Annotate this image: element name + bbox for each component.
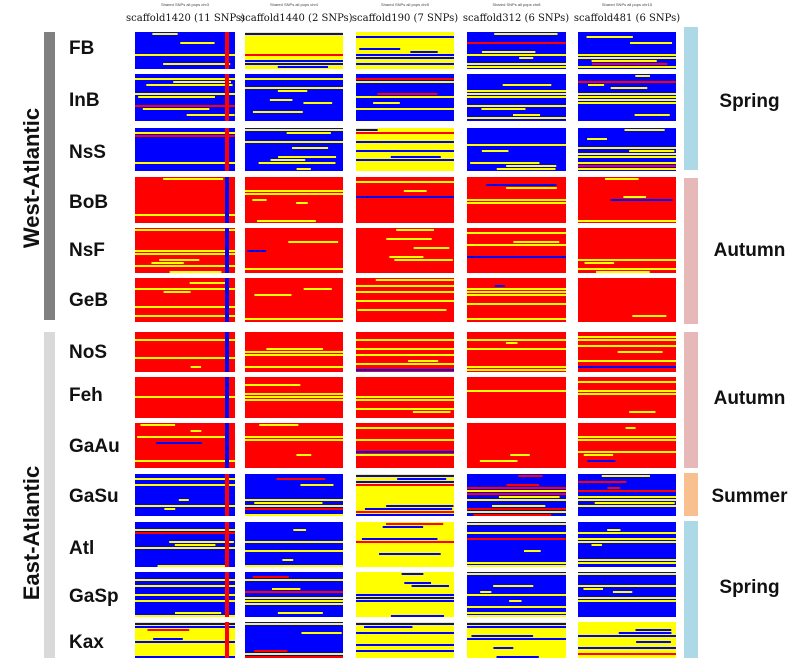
pop-label-InB: InB (69, 90, 100, 111)
heatmap-panel (578, 278, 676, 322)
season-bar-spring-east (684, 521, 698, 658)
heatmap-panel (578, 572, 676, 617)
season-label-spring-west: Spring (719, 91, 780, 112)
heatmap-panel (578, 128, 676, 171)
season-bar-autumn-west (684, 178, 698, 324)
season-label-spring-east: Spring (719, 577, 780, 598)
season-bar-spring-west (684, 27, 698, 170)
pop-label-GaSp: GaSp (69, 586, 119, 607)
heatmap-panel (245, 128, 343, 171)
column-title-2: scaffold1440 (2 SNPs) (240, 13, 353, 24)
pop-label-BoB: BoB (69, 192, 109, 213)
heatmap-panel (245, 278, 343, 322)
heatmap-panel (578, 377, 676, 418)
heatmap-panel (245, 74, 343, 121)
heatmap-panel (356, 423, 454, 468)
heatmap-panel (245, 32, 343, 69)
heatmap-panel (467, 228, 566, 273)
pop-label-Kax: Kax (69, 632, 104, 653)
heatmap-panel (356, 332, 454, 372)
season-label-autumn-west: Autumn (713, 240, 786, 261)
heatmap-panel (467, 332, 566, 372)
heatmap-panel (356, 32, 454, 69)
column-title-5: scaffold481 (6 SNPs) (573, 13, 681, 24)
heatmap-panel (467, 128, 566, 171)
heatmap-panel (356, 177, 454, 223)
season-bar-summer (684, 473, 698, 516)
pop-label-Atl: Atl (69, 538, 95, 559)
heatmap-panel (467, 377, 566, 418)
heatmap-panel (135, 32, 235, 69)
heatmap-panel (356, 522, 454, 567)
heatmap-panel (135, 278, 235, 322)
pop-label-NoS: NoS (69, 342, 107, 363)
west-atlantic-bar (44, 32, 55, 320)
heatmap-panel (356, 228, 454, 273)
column-super-2: Shared SNPs all pops chr4 (269, 2, 319, 7)
column-title-1: scaffold1420 (11 SNPs) (126, 13, 245, 24)
heatmap-panel (578, 622, 676, 658)
column-super-4: Shared SNPs all pops chr8 (492, 2, 541, 7)
heatmap-panel (135, 332, 235, 372)
pop-label-NsS: NsS (69, 142, 106, 163)
heatmap-panel (467, 522, 566, 567)
heatmap-panel (467, 32, 566, 69)
column-title-4: scaffold312 (6 SNPs) (462, 13, 570, 24)
column-title-3: scaffold190 (7 SNPs) (351, 13, 459, 24)
heatmap-panel (135, 474, 235, 516)
heatmap-panel (578, 474, 676, 516)
heatmap-panel (135, 128, 235, 171)
pop-label-GeB: GeB (69, 290, 109, 311)
heatmap-panel (245, 622, 343, 658)
column-super-1: Shared SNPs all pops chr3 (160, 2, 210, 7)
pop-label-GaSu: GaSu (69, 486, 119, 507)
season-label-autumn-east: Autumn (713, 388, 786, 409)
heatmap-panel (356, 128, 454, 171)
pop-label-NsF: NsF (69, 240, 105, 261)
heatmap-panel (578, 228, 676, 273)
heatmap-panel (578, 32, 676, 69)
heatmap-panel (467, 278, 566, 322)
pop-label-GaAu: GaAu (69, 436, 120, 457)
column-super-3: Shared SNPs all pops chr5 (380, 2, 430, 7)
east-atlantic-bar (44, 332, 55, 658)
season-label-summer: Summer (711, 486, 788, 507)
column-super-5: Shared SNPs all pops chr15 (601, 2, 653, 7)
heatmap-panel (135, 177, 235, 223)
pop-label-Feh: Feh (69, 385, 103, 406)
pop-label-FB: FB (69, 38, 95, 59)
heatmap-panel (245, 522, 343, 567)
heatmap-panel (245, 423, 343, 468)
heatmap-panel (245, 572, 343, 617)
season-bar-autumn-east (684, 332, 698, 468)
